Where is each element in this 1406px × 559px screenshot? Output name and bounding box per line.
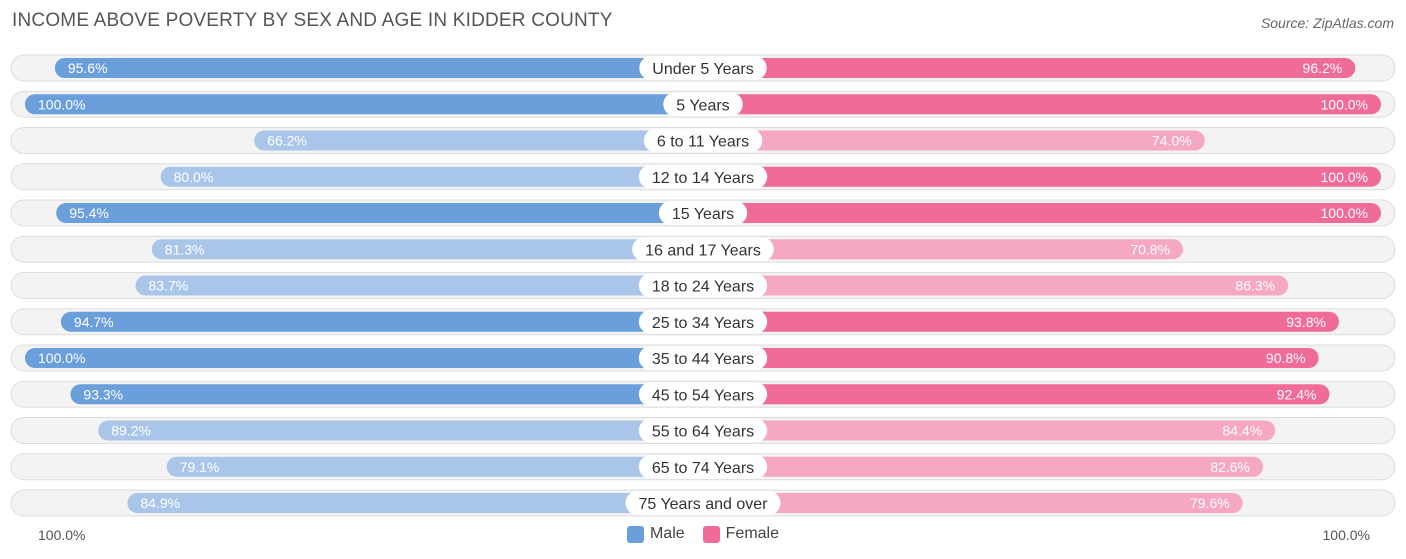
- axis-right-label: 100.0%: [1322, 527, 1370, 543]
- bar-female: [703, 493, 1243, 513]
- value-label-female: 79.6%: [1190, 495, 1230, 511]
- category-label: 35 to 44 Years: [652, 351, 754, 368]
- category-label: 5 Years: [676, 97, 729, 114]
- value-label-female: 74.0%: [1152, 133, 1192, 149]
- bar-female: [703, 348, 1319, 368]
- bar-female: [703, 94, 1381, 115]
- legend-male[interactable]: Male: [626, 525, 685, 543]
- legend-female-swatch: [702, 525, 720, 543]
- category-label: Under 5 Years: [652, 61, 753, 78]
- bar-male: [135, 275, 703, 296]
- category-label: 6 to 11 Years: [657, 134, 749, 151]
- bar-male: [56, 203, 704, 223]
- value-label-male: 95.4%: [69, 205, 109, 221]
- legend: Male Female: [0, 525, 1406, 543]
- category-pill: [658, 201, 748, 225]
- bar-female: [703, 166, 1381, 187]
- value-label-female: 82.6%: [1210, 459, 1250, 475]
- value-label-male: 100.0%: [38, 350, 85, 366]
- bar-female: [703, 275, 1289, 296]
- bar-male: [70, 384, 703, 405]
- legend-female[interactable]: Female: [702, 525, 780, 543]
- chart-title: INCOME ABOVE POVERTY BY SEX AND AGE IN K…: [12, 10, 613, 31]
- value-label-male: 79.1%: [180, 459, 220, 475]
- value-label-male: 94.7%: [74, 314, 114, 330]
- value-label-male: 93.3%: [83, 386, 123, 402]
- value-label-female: 90.8%: [1266, 350, 1306, 366]
- category-pill: [638, 273, 768, 298]
- category-pill: [639, 56, 767, 80]
- category-pill: [625, 491, 781, 515]
- bar-female: [703, 420, 1276, 441]
- bar-female: [703, 311, 1339, 332]
- bar-male: [254, 130, 703, 151]
- legend-male-swatch: [626, 525, 644, 543]
- value-label-male: 100.0%: [38, 96, 85, 112]
- bar-male: [25, 94, 703, 115]
- category-label: 18 to 24 Years: [652, 279, 754, 296]
- category-label: 25 to 34 Years: [652, 315, 754, 332]
- category-label: 45 to 54 Years: [652, 387, 754, 404]
- value-label-female: 100.0%: [1321, 96, 1368, 112]
- category-pill: [638, 164, 768, 189]
- bar-female: [703, 239, 1184, 260]
- bar-male: [160, 166, 704, 187]
- bar-male: [166, 456, 703, 477]
- source-label: Source: ZipAtlas.com: [1260, 15, 1394, 31]
- bar-female: [703, 203, 1381, 223]
- category-label: 15 Years: [672, 206, 734, 223]
- legend-female-label: Female: [725, 525, 780, 542]
- value-label-female: 100.0%: [1321, 205, 1368, 221]
- category-label: 65 to 74 Years: [652, 460, 754, 477]
- bar-male: [151, 239, 703, 260]
- value-label-male: 80.0%: [174, 169, 214, 185]
- category-pill: [638, 454, 768, 479]
- category-label: 16 and 17 Years: [645, 242, 761, 259]
- bar-female: [703, 384, 1330, 405]
- value-label-male: 84.9%: [140, 495, 180, 511]
- bar-male: [54, 58, 703, 78]
- legend-male-label: Male: [649, 525, 685, 542]
- bar-male: [98, 420, 703, 441]
- value-label-female: 70.8%: [1130, 241, 1170, 257]
- category-pill: [638, 346, 768, 370]
- category-pill: [632, 237, 774, 262]
- category-label: 75 Years and over: [639, 496, 769, 513]
- value-label-female: 93.8%: [1286, 314, 1326, 330]
- bar-male: [60, 311, 703, 332]
- category-pill: [638, 309, 768, 334]
- bar-female: [703, 130, 1205, 151]
- category-pill: [638, 382, 768, 407]
- category-label: 12 to 14 Years: [652, 170, 754, 187]
- bar-male: [127, 493, 704, 513]
- bar-female: [703, 456, 1264, 477]
- chart-svg: 95.6% 96.2% Under 5 Years 100.0% 100.0% 5 Yea…: [10, 54, 1396, 517]
- bar-male: [25, 348, 703, 368]
- value-label-female: 86.3%: [1235, 278, 1275, 294]
- category-label: 55 to 64 Years: [652, 424, 754, 441]
- value-label-female: 96.2%: [1303, 60, 1343, 76]
- value-label-male: 83.7%: [149, 278, 189, 294]
- value-label-female: 92.4%: [1277, 386, 1317, 402]
- value-label-male: 89.2%: [111, 423, 151, 439]
- value-label-male: 81.3%: [165, 241, 205, 257]
- bar-female: [703, 58, 1356, 78]
- category-pill: [643, 128, 763, 153]
- category-pill: [663, 92, 743, 117]
- value-label-female: 84.4%: [1223, 423, 1263, 439]
- value-label-male: 95.6%: [68, 60, 108, 76]
- value-label-female: 100.0%: [1321, 169, 1368, 185]
- axis-left-label: 100.0%: [38, 527, 86, 543]
- category-pill: [638, 418, 768, 443]
- value-label-male: 66.2%: [267, 133, 307, 149]
